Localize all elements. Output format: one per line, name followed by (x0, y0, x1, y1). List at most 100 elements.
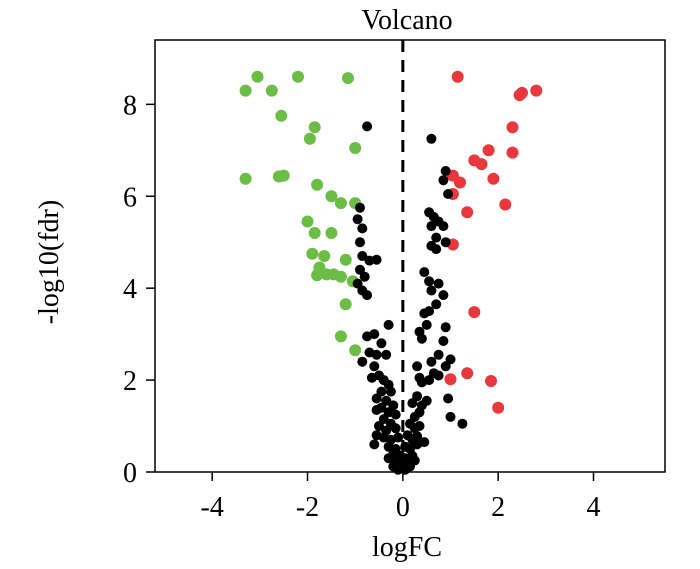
y-axis-label: -log10(fdr) (34, 200, 65, 324)
x-axis: -4 -2 0 2 4 (201, 472, 601, 523)
point-ns-8 (426, 221, 437, 232)
point-ns-80 (374, 421, 384, 431)
point-ns-82 (390, 423, 401, 434)
point-up-13 (461, 206, 474, 219)
y-tick-label: 2 (123, 366, 137, 397)
point-ns-87 (457, 418, 468, 429)
point-down-21 (339, 253, 352, 266)
point-ns-31 (431, 299, 442, 310)
point-ns-43 (362, 331, 373, 342)
point-ns-54 (412, 361, 423, 372)
point-ns-30 (438, 290, 449, 301)
point-ns-46 (364, 347, 375, 358)
point-ns-69 (371, 405, 382, 415)
point-ns-73 (412, 391, 423, 402)
point-ns-37 (440, 322, 451, 333)
point-down-17 (308, 227, 321, 239)
point-ns-20 (357, 251, 368, 261)
point-down-12 (311, 178, 324, 191)
point-ns-15 (352, 214, 363, 225)
point-ns-3 (438, 175, 449, 186)
point-down-1 (292, 70, 304, 83)
point-ns-39 (433, 349, 444, 360)
point-ns-49 (369, 361, 380, 372)
y-tick-label: 8 (123, 90, 137, 121)
point-up-16 (468, 306, 481, 319)
y-tick-label: 0 (123, 458, 137, 489)
point-ns-11 (440, 237, 451, 248)
point-down-3 (239, 84, 252, 97)
point-ns-19 (371, 254, 382, 265)
point-ns-47 (381, 349, 392, 360)
chart-title: Volcano (361, 5, 452, 36)
point-down-6 (308, 121, 321, 134)
point-up-10 (454, 176, 466, 189)
x-tick-label: 2 (491, 492, 505, 523)
x-tick-label: -2 (296, 492, 319, 523)
point-down-29 (334, 330, 347, 343)
x-tick-label: -4 (201, 492, 224, 523)
point-up-20 (492, 401, 505, 414)
point-ns-94 (412, 431, 423, 442)
point-ns-35 (416, 333, 427, 344)
y-tick-label: 6 (123, 182, 137, 213)
point-ns-22 (359, 271, 370, 282)
point-ns-91 (393, 432, 404, 443)
point-ns-27 (424, 276, 435, 287)
point-up-5 (482, 144, 495, 157)
point-ns-85 (414, 421, 425, 431)
point-up-18 (444, 373, 457, 386)
point-ns-1 (426, 133, 437, 144)
y-axis: 0 2 4 6 8 (123, 90, 155, 489)
point-ns-41 (383, 319, 394, 330)
point-ns-9 (438, 221, 449, 232)
plot-area (239, 40, 543, 475)
point-down-18 (325, 227, 338, 239)
point-up-4 (506, 121, 519, 134)
point-down-2 (342, 72, 354, 85)
point-down-11 (277, 169, 290, 182)
point-ns-33 (424, 306, 435, 317)
point-up-3 (530, 84, 543, 97)
point-ns-0 (362, 121, 373, 132)
point-ns-86 (445, 411, 456, 422)
point-ns-63 (385, 386, 396, 397)
point-ns-28 (426, 285, 437, 296)
point-down-9 (239, 172, 252, 185)
point-ns-16 (357, 223, 368, 234)
point-down-26 (334, 270, 347, 283)
point-ns-101 (419, 437, 430, 448)
point-down-7 (303, 132, 316, 145)
point-ns-115 (393, 464, 404, 475)
point-ns-40 (426, 356, 437, 367)
point-ns-14 (355, 202, 365, 213)
point-ns-48 (357, 356, 368, 367)
point-ns-95 (369, 439, 380, 450)
point-ns-26 (419, 267, 430, 278)
point-up-11 (487, 172, 500, 185)
point-down-28 (339, 298, 352, 311)
point-ns-29 (433, 278, 444, 289)
point-down-30 (349, 344, 362, 357)
point-down-8 (349, 142, 362, 154)
point-up-7 (475, 158, 488, 171)
point-down-20 (318, 250, 331, 262)
point-ns-59 (433, 370, 444, 381)
y-tick-label: 4 (123, 274, 137, 305)
point-ns-4 (443, 189, 454, 199)
point-ns-62 (443, 393, 454, 404)
point-down-0 (251, 70, 264, 83)
point-up-19 (485, 375, 497, 387)
point-ns-71 (390, 409, 401, 420)
point-down-19 (306, 247, 319, 260)
point-ns-65 (371, 393, 382, 404)
point-ns-17 (355, 237, 365, 248)
point-ns-44 (376, 338, 387, 349)
point-down-5 (275, 109, 288, 122)
point-up-0 (451, 70, 464, 83)
point-down-14 (334, 197, 347, 210)
point-up-2 (516, 86, 528, 99)
point-ns-61 (445, 354, 456, 365)
point-up-14 (499, 198, 512, 211)
x-tick-label: 0 (396, 492, 410, 523)
